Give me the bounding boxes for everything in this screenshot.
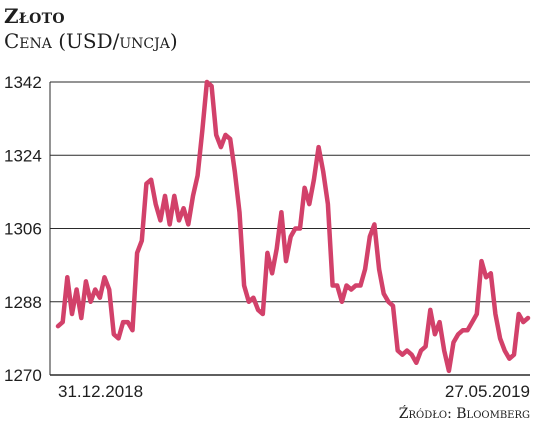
chart-subtitle: Cena (USD/uncja) bbox=[4, 29, 178, 53]
source-note: Źródło: Bloomberg bbox=[398, 406, 530, 422]
x-tick-label-start: 31.12.2018 bbox=[58, 382, 143, 401]
y-tick-label: 1324 bbox=[4, 146, 42, 165]
x-tick-label-end: 27.05.2019 bbox=[445, 382, 530, 401]
y-tick-label: 1306 bbox=[4, 220, 42, 239]
x-axis-ticks: 31.12.2018 27.05.2019 bbox=[58, 382, 530, 401]
y-axis-ticks: 1270 1288 1306 1324 1342 bbox=[4, 73, 42, 385]
y-tick-label: 1270 bbox=[4, 366, 42, 385]
gold-price-line bbox=[55, 79, 531, 374]
chart-title: Złoto bbox=[4, 4, 65, 28]
y-tick-label: 1342 bbox=[4, 73, 42, 92]
y-tick-label: 1288 bbox=[4, 293, 42, 312]
plot-frame bbox=[49, 82, 530, 376]
series-layer bbox=[55, 79, 531, 374]
